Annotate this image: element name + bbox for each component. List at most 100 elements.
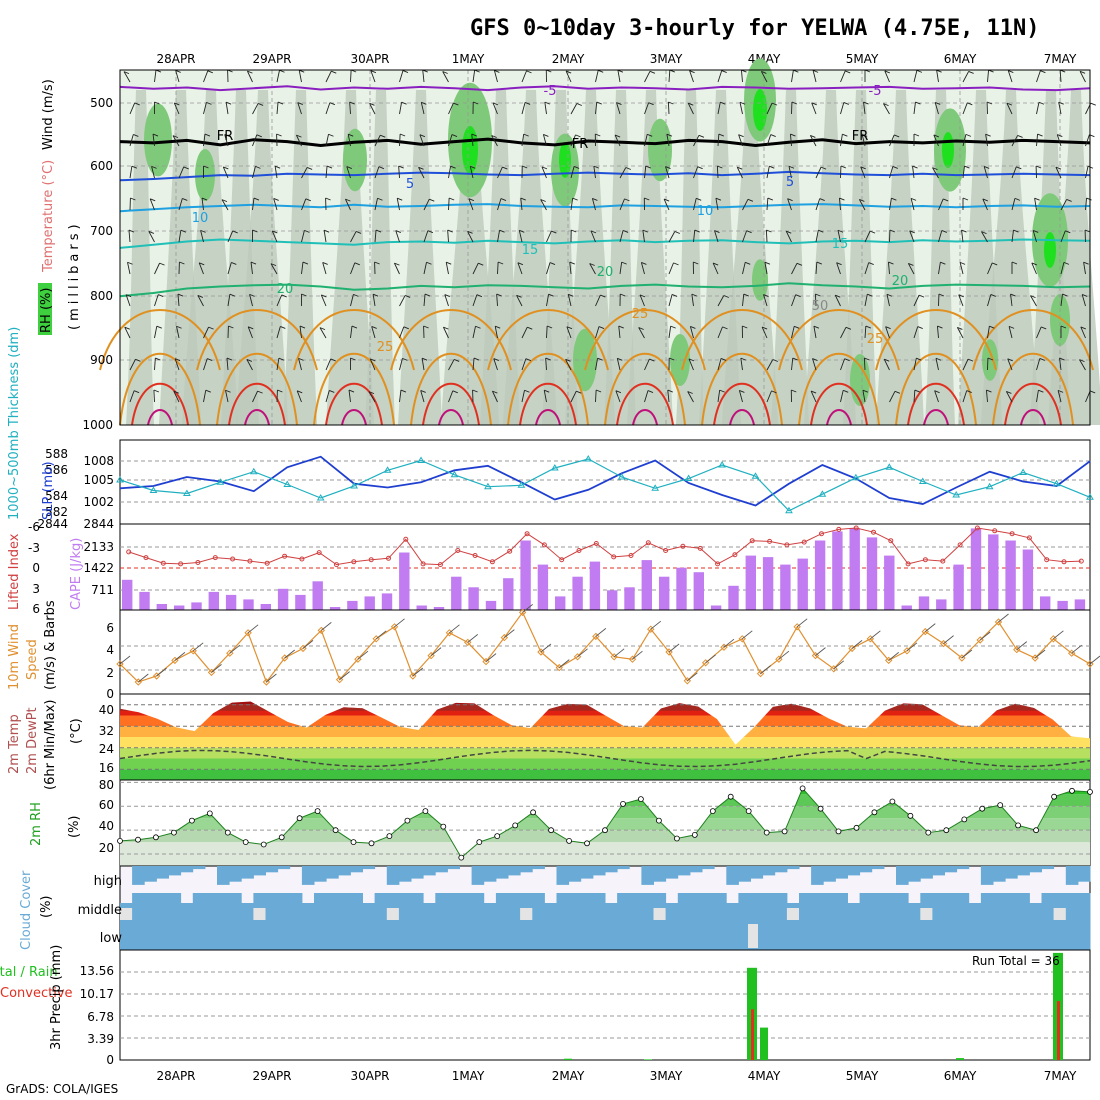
- wind-barb-flag: [1033, 230, 1039, 233]
- wind-barb-staff: [270, 263, 278, 275]
- wind-barb-staff: [791, 70, 794, 83]
- wind-barb-staff: [595, 294, 601, 307]
- wind-barb-staff: [1079, 359, 1086, 371]
- cape-bar: [970, 528, 982, 610]
- cloud-mid-bar: [944, 893, 958, 950]
- wind-barb-staff: [423, 230, 429, 243]
- wind-barb-flag: [180, 229, 187, 233]
- wind-barb-flag: [861, 133, 868, 137]
- wind-barb-staff: [642, 230, 645, 243]
- cape-bar: [1022, 549, 1034, 610]
- cape-tick: 711: [91, 583, 114, 597]
- wind-barb-flag: [941, 230, 947, 233]
- wind-barb-flag: [761, 326, 768, 330]
- wind-barb-flag: [909, 230, 915, 234]
- wind-barb-flag: [370, 70, 377, 74]
- wind-barb-flag: [766, 229, 772, 233]
- wind10-barb: [284, 649, 295, 659]
- cloud-high-bar: [483, 866, 497, 882]
- wind-barb-staff: [350, 69, 352, 83]
- wind-barb-flag: [201, 197, 208, 201]
- wind-barb-flag: [914, 389, 921, 393]
- wind-barb-flag: [133, 390, 140, 394]
- wind10-marker: [1013, 645, 1021, 654]
- wind-barb-flag: [595, 133, 601, 137]
- wind10-barb: [888, 652, 899, 661]
- rh-marker: [548, 827, 554, 834]
- wind-barb-flag: [354, 262, 360, 266]
- wind10-marker: [207, 668, 216, 677]
- wind-barb-flag: [818, 229, 824, 233]
- rh-marker: [979, 805, 986, 812]
- contour-35: [438, 409, 464, 426]
- cloud-mid-bar: [253, 893, 266, 950]
- rh-marker: [404, 817, 411, 824]
- wind-barb-staff: [448, 359, 455, 371]
- wind-barb-staff: [889, 391, 896, 403]
- cloud-high-bar: [871, 866, 885, 870]
- wind-barb-staff: [717, 295, 725, 307]
- wind-barb-flag: [546, 325, 553, 329]
- rh-moist-blob: [144, 103, 172, 177]
- cape-bar: [347, 600, 358, 610]
- wind-barb-staff: [421, 358, 425, 371]
- wind10-marker: [390, 623, 399, 631]
- rh-tick: 40: [99, 819, 114, 833]
- wind-barb-flag: [697, 166, 703, 170]
- wind-barb-flag: [720, 101, 726, 105]
- wind-barb-flag: [446, 261, 452, 265]
- wind-barb-staff: [154, 70, 157, 83]
- wind-barb-staff: [689, 70, 694, 83]
- wind-barb-staff: [398, 165, 400, 179]
- thickness-marker: [918, 477, 927, 484]
- lifted-index-marker: [160, 560, 166, 566]
- wind-barb-staff: [1036, 70, 1041, 83]
- rh-label: RH (%): [39, 288, 54, 333]
- wind-barb-flag: [131, 165, 138, 169]
- wind-barb-staff: [693, 230, 696, 243]
- wind-barb-staff: [864, 325, 867, 339]
- wind-barb-flag: [419, 134, 426, 138]
- wind-barb-flag: [476, 294, 483, 298]
- wind-barb-flag: [571, 229, 577, 233]
- wind-barb-flag: [1079, 359, 1085, 363]
- wind-barb-flag: [279, 69, 285, 73]
- convective-bar: [751, 1009, 754, 1060]
- cloud-mid-bar: [762, 893, 776, 950]
- wind-barb-flag: [811, 102, 817, 106]
- wind-barb-flag: [723, 295, 729, 298]
- wind10-barb: [906, 642, 918, 652]
- wind-barb-staff: [834, 295, 841, 307]
- contour-35: [729, 409, 755, 426]
- wind-barb-staff: [987, 262, 993, 275]
- wind-barb-flag: [305, 198, 311, 202]
- wind-barb-staff: [714, 230, 719, 243]
- wind-barb-staff: [962, 134, 967, 147]
- rh-marker: [799, 785, 806, 792]
- wind-barb-staff: [864, 230, 871, 243]
- lifted-index-marker: [316, 550, 322, 556]
- wind-barb-flag: [543, 133, 549, 137]
- wind-barb-flag: [990, 294, 996, 297]
- wind-barb-flag: [225, 101, 232, 105]
- rh-column: [398, 90, 442, 425]
- wind-barb-flag: [791, 101, 798, 105]
- cloud-high-bar: [1041, 866, 1055, 870]
- thickness-marker: [216, 478, 225, 485]
- cape-bar: [312, 581, 323, 610]
- thickness-marker: [818, 490, 827, 497]
- cloud-mid-bar: [289, 893, 303, 950]
- contour-label: 15: [522, 243, 539, 258]
- wind10-marker: [683, 677, 692, 685]
- cloud-mid-bar: [301, 903, 315, 950]
- temp-band: [120, 769, 1090, 780]
- cloud-mid-bar: [556, 893, 570, 950]
- cape-bar: [745, 555, 756, 610]
- wind-barb-flag: [1057, 134, 1063, 138]
- contour-label: FR: [217, 129, 234, 144]
- wind-barb-staff: [349, 101, 351, 115]
- wind-barb-flag: [649, 358, 655, 362]
- wind-barb-staff: [813, 326, 817, 339]
- wind-barb-staff: [787, 198, 792, 211]
- wind-barb-flag: [350, 357, 356, 361]
